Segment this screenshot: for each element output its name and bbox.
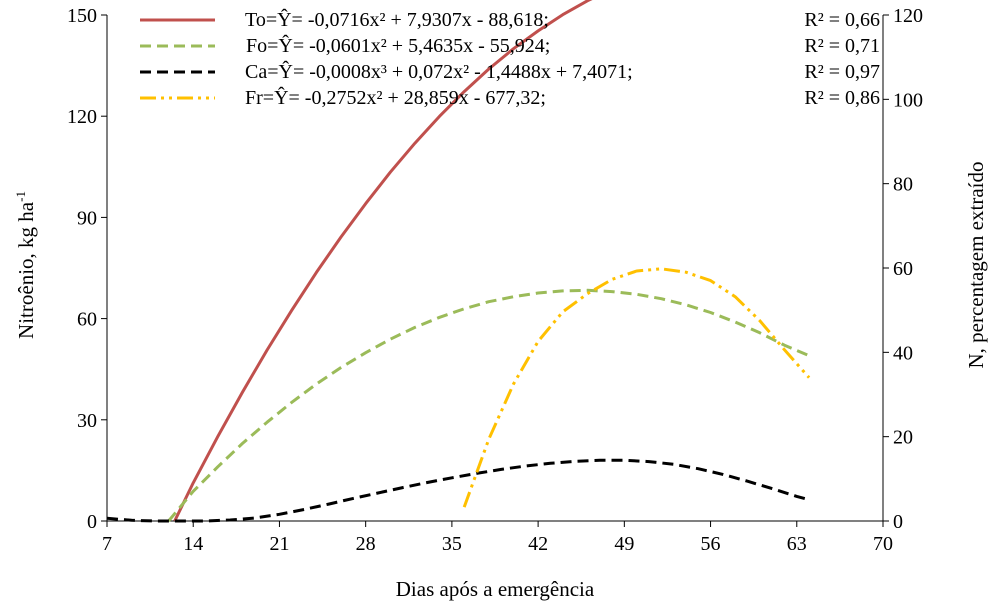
y-right-tick-label: 120 [893, 5, 923, 27]
legend-label-fr: Fr=Ŷ= -0,2752x² + 28,859x - 677,32; [245, 86, 546, 109]
x-tick-label: 35 [442, 533, 462, 555]
legend-equation: =Ŷ= -0,2752x² + 28,859x - 677,32; [263, 86, 546, 109]
x-tick-label: 28 [356, 533, 376, 555]
series-line-ca [106, 458, 810, 523]
x-tick-label: 7 [102, 533, 112, 555]
x-tick-label: 70 [873, 533, 893, 555]
legend: To=Ŷ= -0,0716x² + 7,9307x - 88,618; R² = … [140, 8, 880, 109]
y-left-tick-label: 150 [67, 5, 97, 27]
legend-series-name: Ca [245, 61, 267, 83]
legend-series-name: Fo [246, 35, 267, 57]
legend-r2-to: R² = 0,66 [804, 9, 880, 31]
legend-label-ca: Ca=Ŷ= -0,0008x³ + 0,072x² - 1,4488x + 7,… [245, 60, 633, 83]
y-left-tick-label: 120 [67, 106, 97, 128]
y-right-tick-label: 0 [893, 511, 903, 533]
y-left-tick-label: 30 [77, 410, 97, 432]
legend-r2-ca: R² = 0,97 [804, 61, 880, 83]
legend-equation: =Ŷ= -0,0716x² + 7,9307x - 88,618; [266, 8, 549, 31]
axis-titles: Dias após a emergência Nitroênio, kg ha-… [13, 162, 988, 602]
legend-equation: =Ŷ= -0,0601x² + 5,4635x - 55,924; [267, 34, 550, 57]
legend-series-name: Fr [245, 87, 263, 109]
y-right-tick-label: 100 [893, 89, 923, 111]
y-right-axis-title: N, percentagem extraído [964, 162, 988, 369]
axes: 7 14 21 28 35 42 49 56 63 70030609012015002040608… [67, 5, 923, 555]
y-right-tick-label: 20 [893, 427, 913, 449]
y-left-axis-title: Nitroênio, kg ha-1 [13, 191, 38, 339]
y-left-tick-label: 90 [77, 207, 97, 229]
y-right-tick-label: 40 [893, 342, 913, 364]
x-tick-label: 63 [787, 533, 807, 555]
x-tick-label: 56 [701, 533, 721, 555]
series-line-fr [462, 267, 811, 508]
legend-series-name: To [245, 9, 266, 31]
legend-equation: =Ŷ= -0,0008x³ + 0,072x² - 1,4488x + 7,40… [267, 60, 632, 83]
y-left-tick-label: 0 [87, 511, 97, 533]
legend-r2-fr: R² = 0,86 [804, 87, 880, 109]
y-right-tick-label: 60 [893, 258, 913, 280]
legend-label-to: To=Ŷ= -0,0716x² + 7,9307x - 88,618; [245, 8, 549, 31]
legend-r2-fo: R² = 0,71 [804, 35, 880, 57]
x-axis-title: Dias após a emergência [396, 577, 595, 601]
series-line-to [173, 0, 593, 522]
series-line-fo [167, 288, 810, 522]
x-tick-label: 21 [269, 533, 289, 555]
y-right-tick-label: 80 [893, 174, 913, 196]
plot-area [106, 0, 811, 523]
x-tick-label: 14 [183, 533, 203, 555]
y-left-tick-label: 60 [77, 309, 97, 331]
legend-label-fo: Fo=Ŷ= -0,0601x² + 5,4635x - 55,924; [246, 34, 550, 57]
x-tick-label: 49 [614, 533, 634, 555]
x-tick-label: 42 [528, 533, 548, 555]
